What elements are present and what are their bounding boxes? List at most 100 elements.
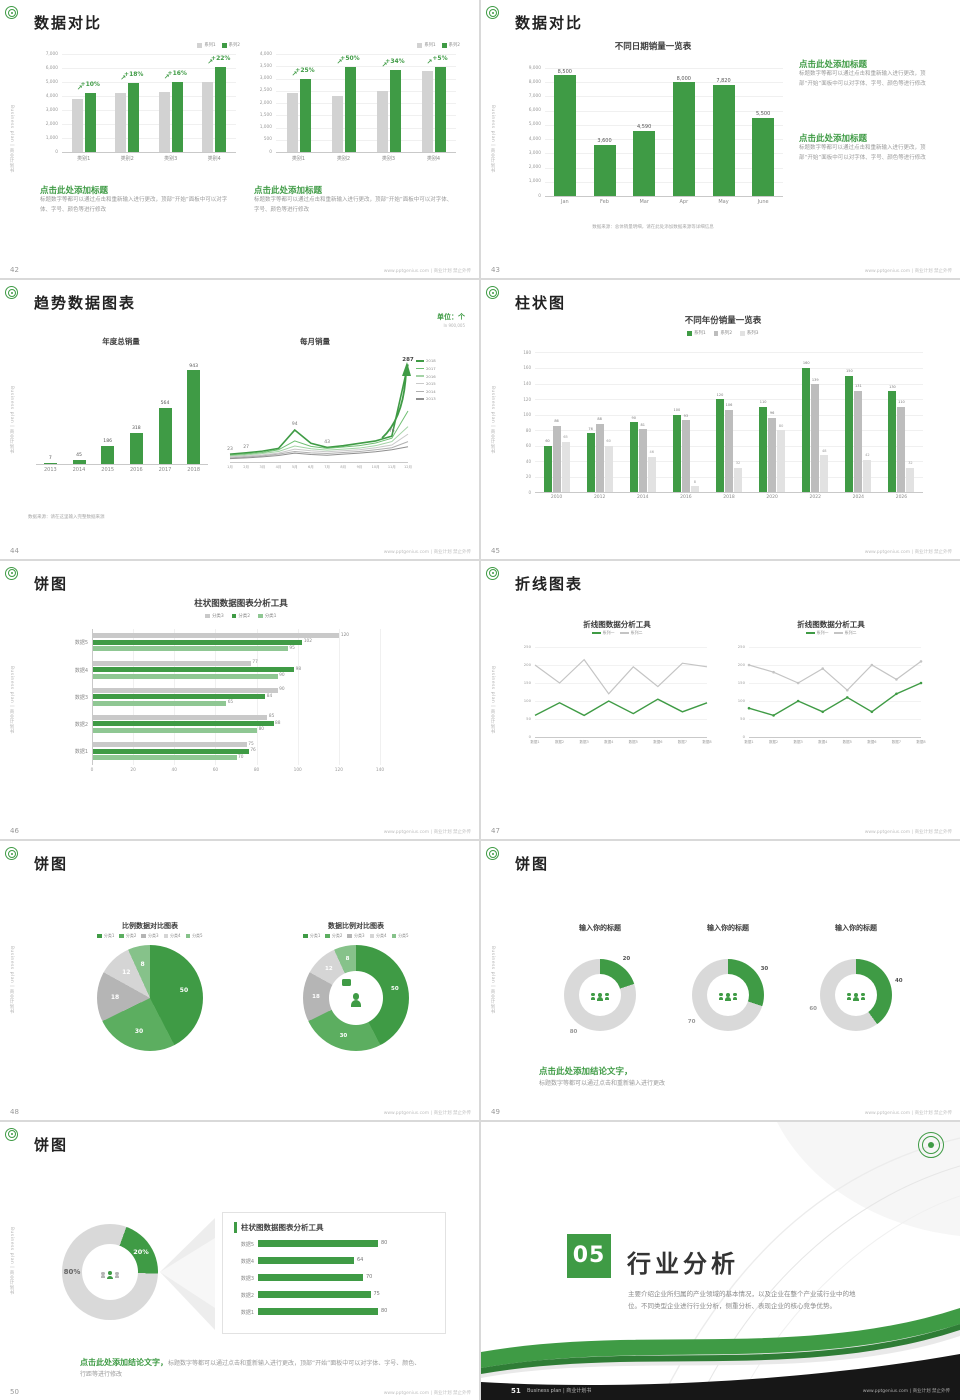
gridline — [62, 82, 236, 83]
bar-value-label: 90 — [279, 687, 285, 693]
bar — [92, 721, 274, 727]
legend-swatch — [163, 933, 169, 939]
s49-donut2: 30 70 — [664, 945, 792, 1057]
legend-swatch — [417, 42, 423, 48]
bar-value-label: 80 — [381, 1240, 388, 1247]
y-tick-label: 6,000 — [528, 108, 541, 114]
bar — [802, 367, 811, 493]
x-tick-label: 2024 — [852, 495, 865, 501]
legend-label: 分类2 — [125, 933, 137, 939]
legend-label: 系列二 — [844, 629, 857, 635]
gridline — [545, 68, 783, 69]
bar-value-label: 75 — [248, 741, 254, 747]
s46-legend: 分类3 分类2 分类1 — [36, 613, 446, 619]
row-label: 数据2 — [74, 721, 88, 728]
bar-value-label: 186 — [103, 439, 113, 445]
bar — [759, 406, 768, 493]
y-tick-label: 3,000 — [45, 107, 58, 113]
conclusion-heading: 点击此处添加结论文字， — [80, 1357, 168, 1367]
x-axis — [230, 462, 408, 464]
bar — [690, 486, 699, 493]
person-icon — [604, 996, 610, 1000]
data-point — [845, 688, 849, 692]
y-tick-label: 250 — [737, 644, 745, 650]
swoosh-fill — [777, 1121, 960, 1236]
slide-title: 柱状图 — [515, 294, 567, 313]
slide-title: 折线图表 — [515, 574, 584, 593]
block-body: 标题数字等都可以通过点击和重新输入进行更改，顶部“开始”面板中可以对字体、字号、… — [799, 145, 926, 161]
bar-value-label: 3,600 — [597, 138, 612, 145]
person-icon — [847, 993, 851, 997]
bar — [258, 1290, 371, 1298]
data-point — [772, 713, 775, 717]
chart-title: 年度总销量 — [102, 337, 140, 347]
bar-value-label: 70 — [238, 754, 244, 760]
legend-item: 系列2 — [713, 330, 732, 336]
chart-title: 折线图数据分析工具 — [797, 619, 865, 629]
growth-arrow-icon: ↗ — [426, 58, 433, 67]
y-tick-label: 150 — [523, 680, 531, 686]
legend-item: 系列2 — [441, 42, 460, 48]
legend-item: 系列1 — [417, 42, 436, 48]
bar — [712, 84, 735, 196]
gridline — [276, 127, 456, 129]
s48-pie1: 50 30 18 12 8 — [52, 941, 248, 1061]
bar-value-label: 65 — [563, 435, 568, 440]
legend-item: 2014 — [416, 389, 436, 394]
person-icon — [725, 997, 731, 1001]
bar — [92, 700, 227, 706]
bar-value-label: 60 — [545, 439, 550, 444]
slice-label: 70 — [687, 1018, 696, 1025]
bar-value-label: 318 — [131, 426, 141, 432]
line-series — [229, 446, 409, 460]
s46-chart: 0 20 40 60 80 100 120 140 数据5 120 102 95 数据4 77 98 90 数据… — [66, 628, 396, 777]
person-icon — [590, 996, 596, 1000]
s47-legend1: 系列一 系列二 — [519, 630, 715, 636]
background-decoration — [481, 1121, 960, 1400]
y-tick-label: 7,000 — [528, 93, 541, 99]
legend-item: 2017 — [416, 366, 436, 371]
x-tick-label: 数据6 — [653, 739, 663, 744]
x-tick-label: 6月 — [308, 465, 314, 470]
trend-arrow-head — [402, 362, 411, 377]
y-tick-label: 180 — [523, 349, 531, 355]
y-tick-label: 6,000 — [45, 65, 58, 71]
section-title: 行业分析 — [627, 1249, 739, 1278]
person-icon — [732, 996, 738, 1000]
bar-value-label: 81 — [640, 422, 645, 427]
bar-value-label: 150 — [845, 369, 853, 374]
x-tick-label: 5月 — [291, 465, 298, 470]
slide-rail: Business plan | 商业计划书 — [0, 1122, 24, 1400]
bar — [202, 82, 214, 152]
legend-swatch — [713, 331, 719, 336]
y-tick-label: 500 — [263, 137, 272, 143]
legend-label: 2017 — [426, 365, 436, 371]
gridline — [545, 181, 783, 183]
footer-label: Business plan | 商业计划书 — [527, 1387, 592, 1394]
slide-footer: www.pptgenius.com | 商业计划 禁止外传 — [864, 549, 952, 555]
y-tick-label: 50 — [526, 716, 531, 722]
data-point — [796, 681, 800, 685]
bar-value-label: 84 — [266, 693, 273, 699]
legend-label: 分类2 — [238, 613, 251, 619]
legend-swatch — [205, 613, 210, 619]
line-series — [229, 364, 409, 456]
bar — [820, 455, 829, 493]
x-tick-label: 40 — [171, 767, 178, 773]
data-point — [870, 663, 874, 667]
legend: 系列1 系列2 — [417, 42, 460, 48]
section-number: 05 — [567, 1233, 611, 1278]
bar — [115, 93, 127, 152]
line-series — [534, 698, 708, 716]
bar — [595, 423, 604, 493]
gridline — [749, 664, 921, 666]
legend-swatch — [231, 613, 237, 619]
legend-item: 2018 — [416, 358, 436, 363]
bar — [553, 75, 576, 196]
page-number: 43 — [491, 266, 500, 275]
sidebar-vertical-text: Business plan | 商业计划书 — [9, 385, 14, 454]
person-icon — [726, 993, 730, 997]
green-wave-dark — [481, 1323, 960, 1374]
bar-value-label: 85 — [268, 714, 275, 720]
line-plot — [747, 659, 923, 717]
